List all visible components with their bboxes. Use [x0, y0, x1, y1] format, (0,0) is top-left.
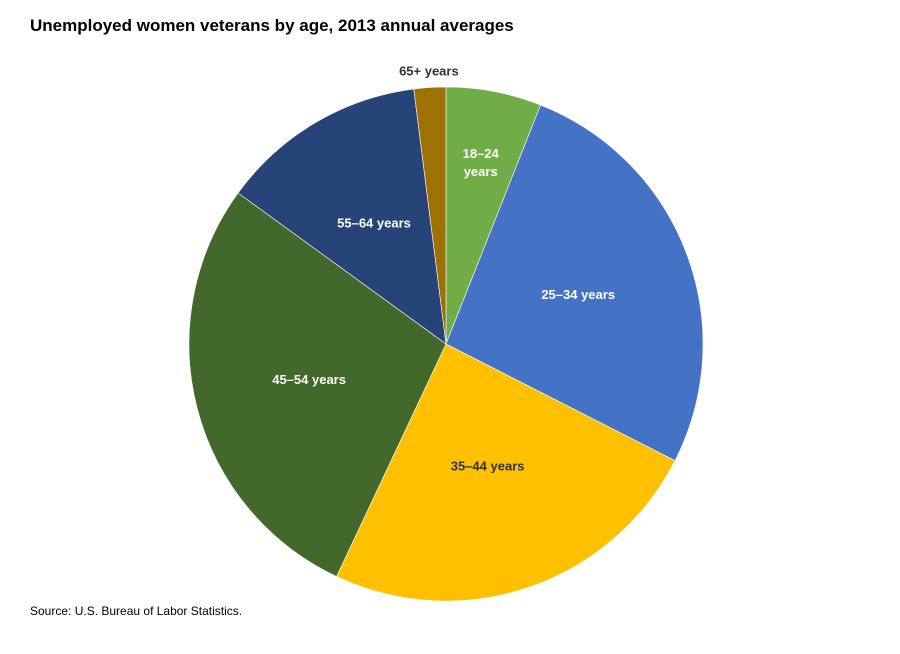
- slice-label-55-64-years: 55–64 years: [337, 215, 411, 230]
- source-note: Source: U.S. Bureau of Labor Statistics.: [30, 604, 243, 618]
- pie-slice-65-years: [413, 86, 447, 345]
- pie-labels: 18–24 years 25–34 years 35–44 years 45–54 ye…: [272, 64, 615, 474]
- pie-slice-55-64-years: [237, 88, 447, 345]
- slice-label-25-34-years: 25–34 years: [541, 287, 615, 302]
- slice-label-45-54-years: 45–54 years: [272, 372, 346, 387]
- chart-title: Unemployed women veterans by age, 2013 a…: [30, 16, 514, 35]
- slice-label-65-years: 65+ years: [399, 64, 459, 79]
- pie-slices: [188, 86, 704, 602]
- pie-slice-25-34-years: [445, 104, 704, 462]
- pie-slice-45-54-years: [188, 192, 447, 577]
- slice-label-18-24-years: 18–24 years: [463, 146, 500, 179]
- slice-label-35-44-years: 35–44 years: [451, 459, 525, 474]
- pie-slice-35-44-years: [336, 343, 676, 602]
